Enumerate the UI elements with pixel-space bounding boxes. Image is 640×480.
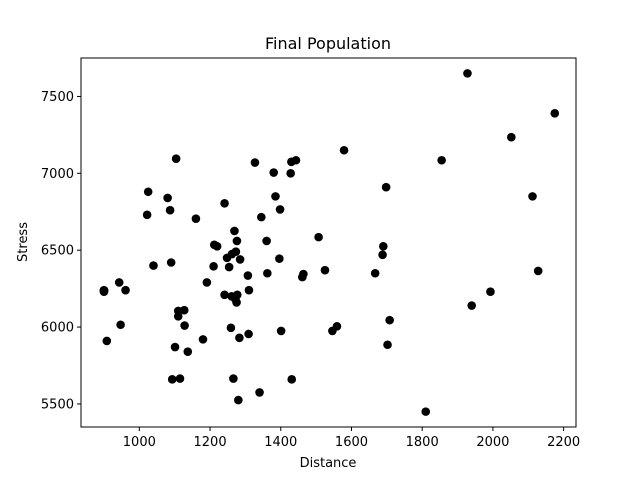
- data-point: [276, 326, 286, 336]
- data-point: [287, 375, 297, 384]
- data-point: [167, 375, 177, 384]
- y-tick-label: 6500: [41, 244, 74, 259]
- data-point: [163, 193, 172, 203]
- data-point: [275, 205, 285, 214]
- data-point: [320, 265, 330, 275]
- data-point: [209, 262, 218, 271]
- data-point: [269, 168, 278, 177]
- data-point: [165, 205, 175, 215]
- data-point: [99, 287, 109, 296]
- x-tick-label: 1400: [264, 435, 297, 450]
- data-point: [299, 269, 308, 279]
- x-tick-label: 2000: [476, 435, 509, 450]
- data-point: [102, 336, 112, 346]
- data-point: [235, 333, 244, 343]
- data-point: [179, 305, 189, 315]
- data-point: [166, 258, 176, 267]
- data-point: [437, 155, 446, 165]
- data-point: [257, 212, 266, 222]
- data-point: [121, 285, 130, 295]
- data-point: [149, 261, 158, 270]
- x-axis: 1000 1200 1400 1600 1800 2000 2200: [123, 427, 580, 450]
- data-point: [232, 290, 242, 300]
- data-point: [232, 298, 241, 307]
- x-axis-label: Distance: [300, 456, 357, 471]
- data-point: [173, 312, 183, 321]
- data-point: [339, 145, 349, 155]
- data-point: [114, 278, 124, 287]
- data-point: [243, 271, 253, 280]
- data-point: [191, 214, 201, 223]
- data-point: [332, 321, 342, 331]
- data-point: [314, 232, 323, 242]
- chart-title: Final Population: [265, 34, 391, 53]
- points-layer: [99, 69, 560, 416]
- x-tick-label: 1800: [406, 435, 439, 450]
- data-point: [381, 182, 391, 192]
- data-point: [231, 247, 241, 257]
- y-tick-label: 7000: [41, 167, 74, 182]
- data-point: [255, 388, 264, 397]
- data-point: [232, 236, 242, 246]
- data-point: [170, 342, 180, 352]
- y-tick-label: 5500: [41, 397, 74, 412]
- data-point: [202, 278, 212, 287]
- data-point: [275, 254, 284, 263]
- data-point: [198, 335, 208, 344]
- x-tick-label: 1200: [194, 435, 227, 450]
- data-point: [467, 301, 476, 310]
- data-point: [385, 315, 394, 325]
- plot-frame: [80, 57, 577, 428]
- data-point: [383, 340, 392, 350]
- data-point: [230, 226, 239, 236]
- data-point: [175, 374, 185, 383]
- data-point: [378, 250, 387, 260]
- x-tick-label: 2200: [547, 435, 580, 450]
- data-point: [244, 329, 253, 339]
- data-point: [506, 132, 516, 142]
- data-point: [528, 192, 537, 201]
- x-tick-label: 1600: [335, 435, 368, 450]
- data-point: [291, 155, 301, 165]
- data-point: [180, 321, 189, 330]
- y-axis: 5500 6000 6500 7000 7500: [41, 90, 81, 412]
- data-point: [220, 290, 229, 300]
- data-point: [486, 287, 495, 297]
- data-point: [143, 187, 153, 197]
- data-point: [271, 192, 280, 201]
- data-point: [142, 210, 152, 220]
- data-point: [224, 262, 234, 272]
- y-tick-label: 7500: [41, 90, 74, 105]
- data-point: [263, 268, 272, 278]
- data-point: [234, 395, 243, 405]
- data-point: [463, 69, 472, 78]
- data-point: [226, 323, 236, 333]
- data-point: [250, 158, 260, 167]
- data-point: [220, 198, 229, 208]
- data-point: [421, 407, 431, 416]
- y-tick-label: 6000: [41, 321, 74, 336]
- data-point: [183, 347, 193, 356]
- data-point: [244, 285, 254, 295]
- data-point: [235, 255, 245, 264]
- data-point: [171, 154, 181, 164]
- data-point: [116, 320, 125, 330]
- data-point: [212, 242, 222, 251]
- data-point: [533, 266, 543, 276]
- x-tick-label: 1000: [123, 435, 156, 450]
- data-point: [286, 169, 295, 178]
- data-point: [229, 374, 238, 383]
- data-point: [262, 236, 271, 246]
- data-point: [370, 268, 380, 278]
- y-axis-label: Stress: [16, 222, 31, 262]
- data-point: [550, 109, 560, 118]
- data-point: [379, 242, 388, 251]
